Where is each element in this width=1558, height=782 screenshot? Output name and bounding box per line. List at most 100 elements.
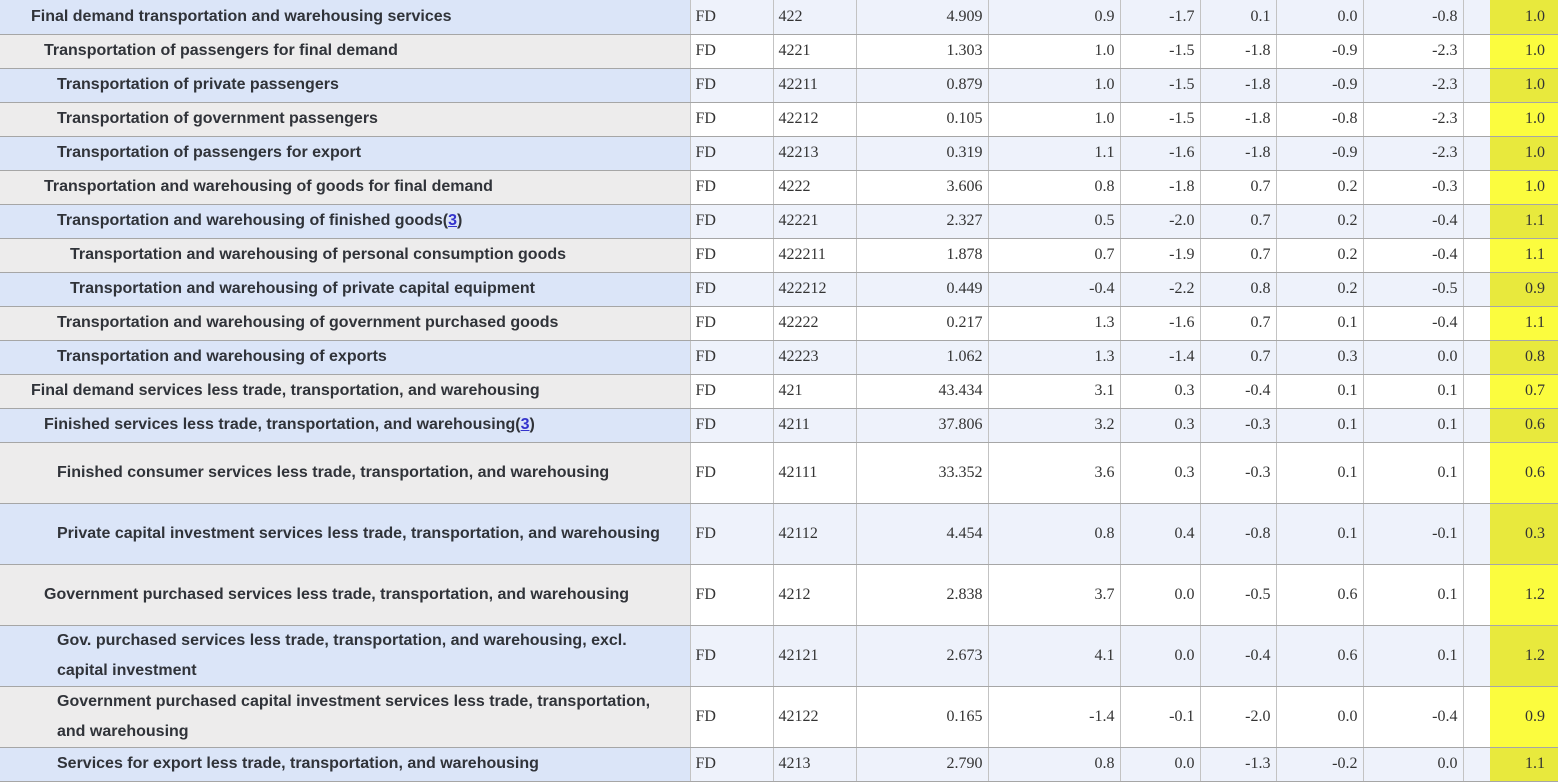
pct-change-cell-5: -0.4 xyxy=(1363,204,1464,239)
item-code-cell: 422212 xyxy=(773,272,857,307)
table-row: Transportation of passengers for final d… xyxy=(0,34,1558,69)
group-code-cell: FD xyxy=(690,170,774,205)
item-name-cell: Private capital investment services less… xyxy=(0,503,691,565)
footnote-link[interactable]: 3 xyxy=(448,212,458,229)
spacer-cell xyxy=(1463,374,1490,409)
pct-change-cell-1: 0.8 xyxy=(988,170,1121,205)
item-code-cell: 42112 xyxy=(773,503,857,565)
pct-change-cell-1: 1.0 xyxy=(988,34,1121,69)
pct-change-cell-3: 0.7 xyxy=(1200,204,1277,239)
item-name-cell: Transportation and warehousing of govern… xyxy=(0,306,691,341)
item-code-cell: 4211 xyxy=(773,408,857,443)
table-row: Final demand transportation and warehous… xyxy=(0,0,1558,35)
pct-change-cell-5: 0.1 xyxy=(1363,625,1464,687)
pct-change-cell-1: 1.3 xyxy=(988,340,1121,375)
pct-change-cell-2: -1.6 xyxy=(1120,306,1201,341)
pct-change-cell-3: 0.1 xyxy=(1200,0,1277,35)
table-row: Transportation and warehousing of finish… xyxy=(0,204,1558,239)
item-name: Private capital investment services less… xyxy=(57,524,660,542)
relative-importance-cell: 1.878 xyxy=(856,238,989,273)
relative-importance-cell: 43.434 xyxy=(856,374,989,409)
highlighted-pct-change-cell: 1.1 xyxy=(1490,238,1558,273)
pct-change-cell-4: 0.1 xyxy=(1276,503,1364,565)
pct-change-cell-4: 0.6 xyxy=(1276,564,1364,626)
spacer-cell xyxy=(1463,686,1490,748)
pct-change-cell-5: -0.4 xyxy=(1363,238,1464,273)
item-code-cell: 422211 xyxy=(773,238,857,273)
spacer-cell xyxy=(1463,442,1490,504)
item-name-cell: Government purchased services less trade… xyxy=(0,564,691,626)
pct-change-cell-5: -0.3 xyxy=(1363,170,1464,205)
group-code-cell: FD xyxy=(690,503,774,565)
pct-change-cell-4: 0.2 xyxy=(1276,204,1364,239)
highlighted-pct-change-cell: 1.0 xyxy=(1490,68,1558,103)
pct-change-cell-5: -0.4 xyxy=(1363,306,1464,341)
group-code-cell: FD xyxy=(690,136,774,171)
group-code-cell: FD xyxy=(690,686,774,748)
relative-importance-cell: 1.062 xyxy=(856,340,989,375)
item-code-cell: 4222 xyxy=(773,170,857,205)
item-name: Transportation and warehousing of govern… xyxy=(57,314,559,331)
pct-change-cell-5: -0.4 xyxy=(1363,686,1464,748)
table-row: Transportation of passengers for export … xyxy=(0,136,1558,171)
item-code-cell: 42111 xyxy=(773,442,857,504)
item-name-cell: Gov. purchased services less trade, tran… xyxy=(0,625,691,687)
pct-change-cell-4: -0.9 xyxy=(1276,68,1364,103)
pct-change-cell-2: -1.7 xyxy=(1120,0,1201,35)
spacer-cell xyxy=(1463,68,1490,103)
item-name: Transportation and warehousing of finish… xyxy=(57,212,463,229)
item-name: Transportation and warehousing of person… xyxy=(70,246,567,263)
relative-importance-cell: 0.217 xyxy=(856,306,989,341)
spacer-cell xyxy=(1463,564,1490,626)
pct-change-cell-5: 0.1 xyxy=(1363,374,1464,409)
item-code-cell: 42213 xyxy=(773,136,857,171)
item-name: Transportation and warehousing of privat… xyxy=(70,280,535,297)
spacer-cell xyxy=(1463,136,1490,171)
pct-change-cell-4: 0.1 xyxy=(1276,374,1364,409)
pct-change-cell-2: 0.3 xyxy=(1120,408,1201,443)
table-row: Services for export less trade, transpor… xyxy=(0,747,1558,782)
item-name-cell: Finished services less trade, transporta… xyxy=(0,408,691,443)
item-code-cell: 4221 xyxy=(773,34,857,69)
spacer-cell xyxy=(1463,0,1490,35)
table-row: Private capital investment services less… xyxy=(0,503,1558,565)
pct-change-cell-3: 0.7 xyxy=(1200,170,1277,205)
footnote-link[interactable]: 3 xyxy=(520,416,530,433)
pct-change-cell-4: -0.9 xyxy=(1276,34,1364,69)
table-row: Transportation of private passengers FD … xyxy=(0,68,1558,103)
relative-importance-cell: 3.606 xyxy=(856,170,989,205)
pct-change-cell-4: 0.0 xyxy=(1276,0,1364,35)
table-row: Transportation of government passengers … xyxy=(0,102,1558,137)
item-name-cell: Transportation and warehousing of privat… xyxy=(0,272,691,307)
table-row: Government purchased services less trade… xyxy=(0,564,1558,626)
group-code-cell: FD xyxy=(690,564,774,626)
highlighted-pct-change-cell: 1.2 xyxy=(1490,564,1558,626)
highlighted-pct-change-cell: 0.3 xyxy=(1490,503,1558,565)
spacer-cell xyxy=(1463,34,1490,69)
pct-change-cell-1: 0.5 xyxy=(988,204,1121,239)
group-code-cell: FD xyxy=(690,408,774,443)
item-name: Transportation of passengers for final d… xyxy=(44,42,398,59)
relative-importance-cell: 0.879 xyxy=(856,68,989,103)
pct-change-cell-3: -0.3 xyxy=(1200,408,1277,443)
spacer-cell xyxy=(1463,170,1490,205)
group-code-cell: FD xyxy=(690,272,774,307)
pct-change-cell-2: 0.4 xyxy=(1120,503,1201,565)
group-code-cell: FD xyxy=(690,442,774,504)
pct-change-cell-2: -2.0 xyxy=(1120,204,1201,239)
pct-change-cell-4: 0.3 xyxy=(1276,340,1364,375)
pct-change-cell-1: 3.7 xyxy=(988,564,1121,626)
pct-change-cell-3: -1.8 xyxy=(1200,102,1277,137)
item-code-cell: 4212 xyxy=(773,564,857,626)
pct-change-cell-2: -1.8 xyxy=(1120,170,1201,205)
pct-change-cell-4: 0.2 xyxy=(1276,170,1364,205)
pct-change-cell-1: 0.8 xyxy=(988,503,1121,565)
spacer-cell xyxy=(1463,340,1490,375)
item-name-cell: Transportation of passengers for final d… xyxy=(0,34,691,69)
pct-change-cell-5: 0.1 xyxy=(1363,564,1464,626)
pct-change-cell-1: 3.1 xyxy=(988,374,1121,409)
pct-change-cell-4: -0.8 xyxy=(1276,102,1364,137)
pct-change-cell-2: -1.6 xyxy=(1120,136,1201,171)
